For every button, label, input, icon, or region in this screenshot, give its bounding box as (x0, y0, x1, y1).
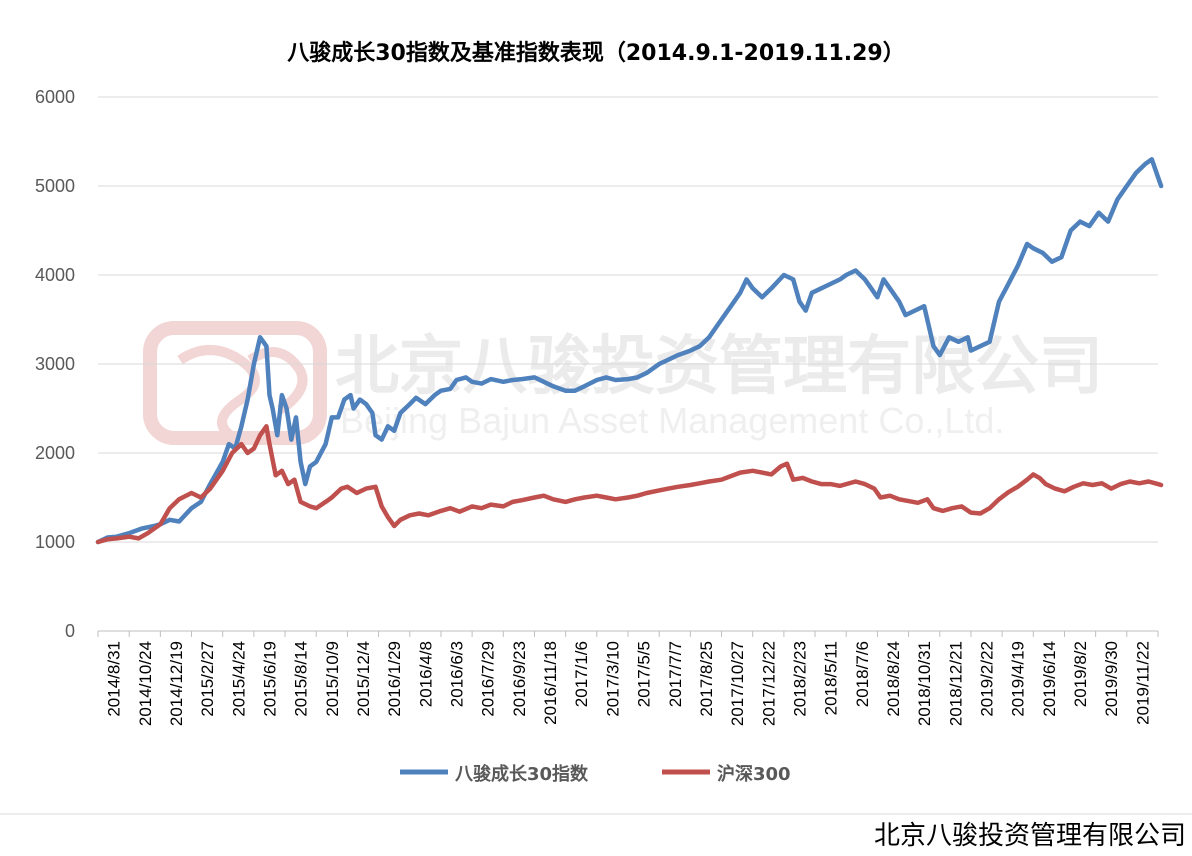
x-tick-label: 2018/12/21 (946, 641, 965, 726)
x-tick-label: 2016/7/29 (479, 641, 498, 717)
gridlines (98, 96, 1158, 543)
y-tick-label: 4000 (35, 265, 75, 285)
y-tick-label: 2000 (35, 443, 75, 463)
x-tick-label: 2017/12/22 (759, 641, 778, 726)
series-line-growth30 (95, 157, 1164, 545)
x-tick-label: 2018/2/23 (790, 641, 809, 717)
legend-label-growth30: 八骏成长30指数 (455, 763, 589, 785)
y-axis-ticks: 0 1000 2000 3000 4000 5000 6000 (35, 87, 75, 641)
x-tick-label: 2019/6/14 (1040, 641, 1059, 717)
x-tick-label: 2016/6/3 (448, 641, 467, 707)
x-tick-label: 2019/4/19 (1009, 641, 1028, 717)
series-group (95, 157, 1164, 545)
x-tick-label: 2016/11/18 (541, 641, 560, 725)
watermark: 北京八骏投资管理有限公司 Beijing Bajun Asset Managem… (143, 321, 1103, 445)
x-tick-label: 2019/8/2 (1071, 641, 1090, 707)
x-tick-label: 2017/10/27 (728, 641, 747, 726)
x-tick-label: 2019/2/22 (978, 641, 997, 717)
x-tick-label: 2014/12/19 (167, 641, 186, 726)
x-tick-label: 2018/10/31 (915, 641, 934, 726)
x-axis (97, 630, 1159, 637)
watermark-company-en: Beijing Bajun Asset Management Co.,Ltd. (340, 400, 1004, 441)
y-tick-label: 5000 (35, 176, 75, 196)
x-tick-label: 2016/9/23 (510, 641, 529, 717)
legend-item-growth30[interactable]: 八骏成长30指数 (400, 763, 589, 785)
x-tick-label: 2018/7/6 (853, 641, 872, 707)
y-tick-label: 0 (65, 621, 75, 641)
legend: 八骏成长30指数 沪深300 (400, 763, 791, 785)
footer-company: 北京八骏投资管理有限公司 (874, 821, 1186, 851)
chart-title: 八骏成长30指数及基准指数表现（2014.9.1-2019.11.29） (287, 40, 904, 66)
x-axis-ticks: 2014/8/31 2014/10/24 2014/12/19 2015/2/27 20… (105, 641, 1153, 726)
x-tick-label: 2015/4/24 (229, 641, 248, 717)
x-tick-label: 2014/10/24 (136, 641, 155, 726)
x-tick-label: 2015/6/19 (260, 641, 279, 717)
x-tick-label: 2019/9/30 (1102, 641, 1121, 717)
x-tick-label: 2017/7/7 (666, 641, 685, 707)
x-tick-label: 2017/5/5 (635, 641, 654, 707)
y-tick-label: 3000 (35, 354, 75, 374)
x-tick-label: 2014/8/31 (105, 641, 124, 717)
x-tick-label: 2017/3/10 (603, 641, 622, 717)
x-tick-label: 2016/1/29 (385, 641, 404, 717)
x-tick-label: 2017/8/25 (697, 641, 716, 717)
x-tick-label: 2015/10/9 (323, 641, 342, 717)
y-tick-label: 1000 (35, 532, 75, 552)
x-tick-label: 2015/8/14 (292, 641, 311, 717)
x-tick-label: 2018/8/24 (884, 641, 903, 717)
x-tick-label: 2018/5/11 (822, 641, 841, 715)
x-tick-label: 2016/4/8 (416, 641, 435, 707)
x-tick-label: 2015/12/4 (354, 641, 373, 717)
legend-item-hs300[interactable]: 沪深300 (662, 763, 791, 785)
y-tick-label: 6000 (35, 87, 75, 107)
watermark-company-cn: 北京八骏投资管理有限公司 (335, 330, 1103, 404)
legend-label-hs300: 沪深300 (717, 763, 791, 785)
series-line-hs300 (95, 424, 1164, 545)
x-tick-label: 2019/11/22 (1133, 641, 1152, 725)
x-tick-label: 2015/2/27 (198, 641, 217, 717)
x-tick-label: 2017/1/6 (572, 641, 591, 707)
